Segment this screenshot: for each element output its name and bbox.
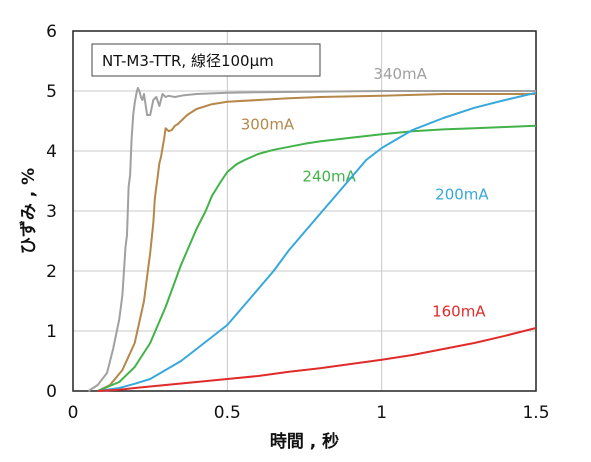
series-line-200mA	[97, 91, 537, 392]
y-tick-label: 6	[46, 22, 57, 42]
series-line-240mA	[97, 124, 537, 392]
y-tick-label: 3	[46, 202, 57, 222]
y-tick-label: 1	[46, 322, 57, 342]
x-tick-label: 0	[68, 403, 79, 423]
series-line-340mA	[87, 87, 536, 392]
x-axis-label: 時間 , 秒	[270, 431, 339, 452]
series-label-300mA: 300mA	[241, 115, 295, 133]
y-tick-label: 2	[46, 262, 57, 282]
y-axis-label: ひずみ , %	[19, 168, 39, 254]
x-tick-label: 1.5	[522, 403, 549, 423]
x-tick-label: 0.5	[214, 403, 241, 423]
y-tick-label: 5	[46, 82, 57, 102]
y-tick-label: 0	[46, 382, 57, 402]
tick-labels: 0 0.5 1 1.5 0 1 2 3 4 5 6	[46, 22, 549, 423]
grid	[72, 30, 537, 392]
series-label-240mA: 240mA	[302, 168, 356, 186]
annotation-text: NT-M3-TTR, 線径100μm	[102, 52, 274, 70]
series-layer: 340mA 300mA 240mA 200mA 160mA	[87, 65, 537, 392]
annotation-box: NT-M3-TTR, 線径100μm	[91, 43, 321, 77]
annotation-frame	[91, 43, 321, 77]
y-tick-label: 4	[46, 142, 57, 162]
series-line-160mA	[97, 327, 537, 392]
series-label-200mA: 200mA	[435, 186, 489, 204]
plot-frame	[72, 30, 537, 392]
series-line-300mA	[97, 93, 536, 392]
series-label-160mA: 160mA	[432, 303, 486, 321]
series-label-340mA: 340mA	[373, 65, 427, 83]
x-tick-label: 1	[376, 403, 387, 423]
